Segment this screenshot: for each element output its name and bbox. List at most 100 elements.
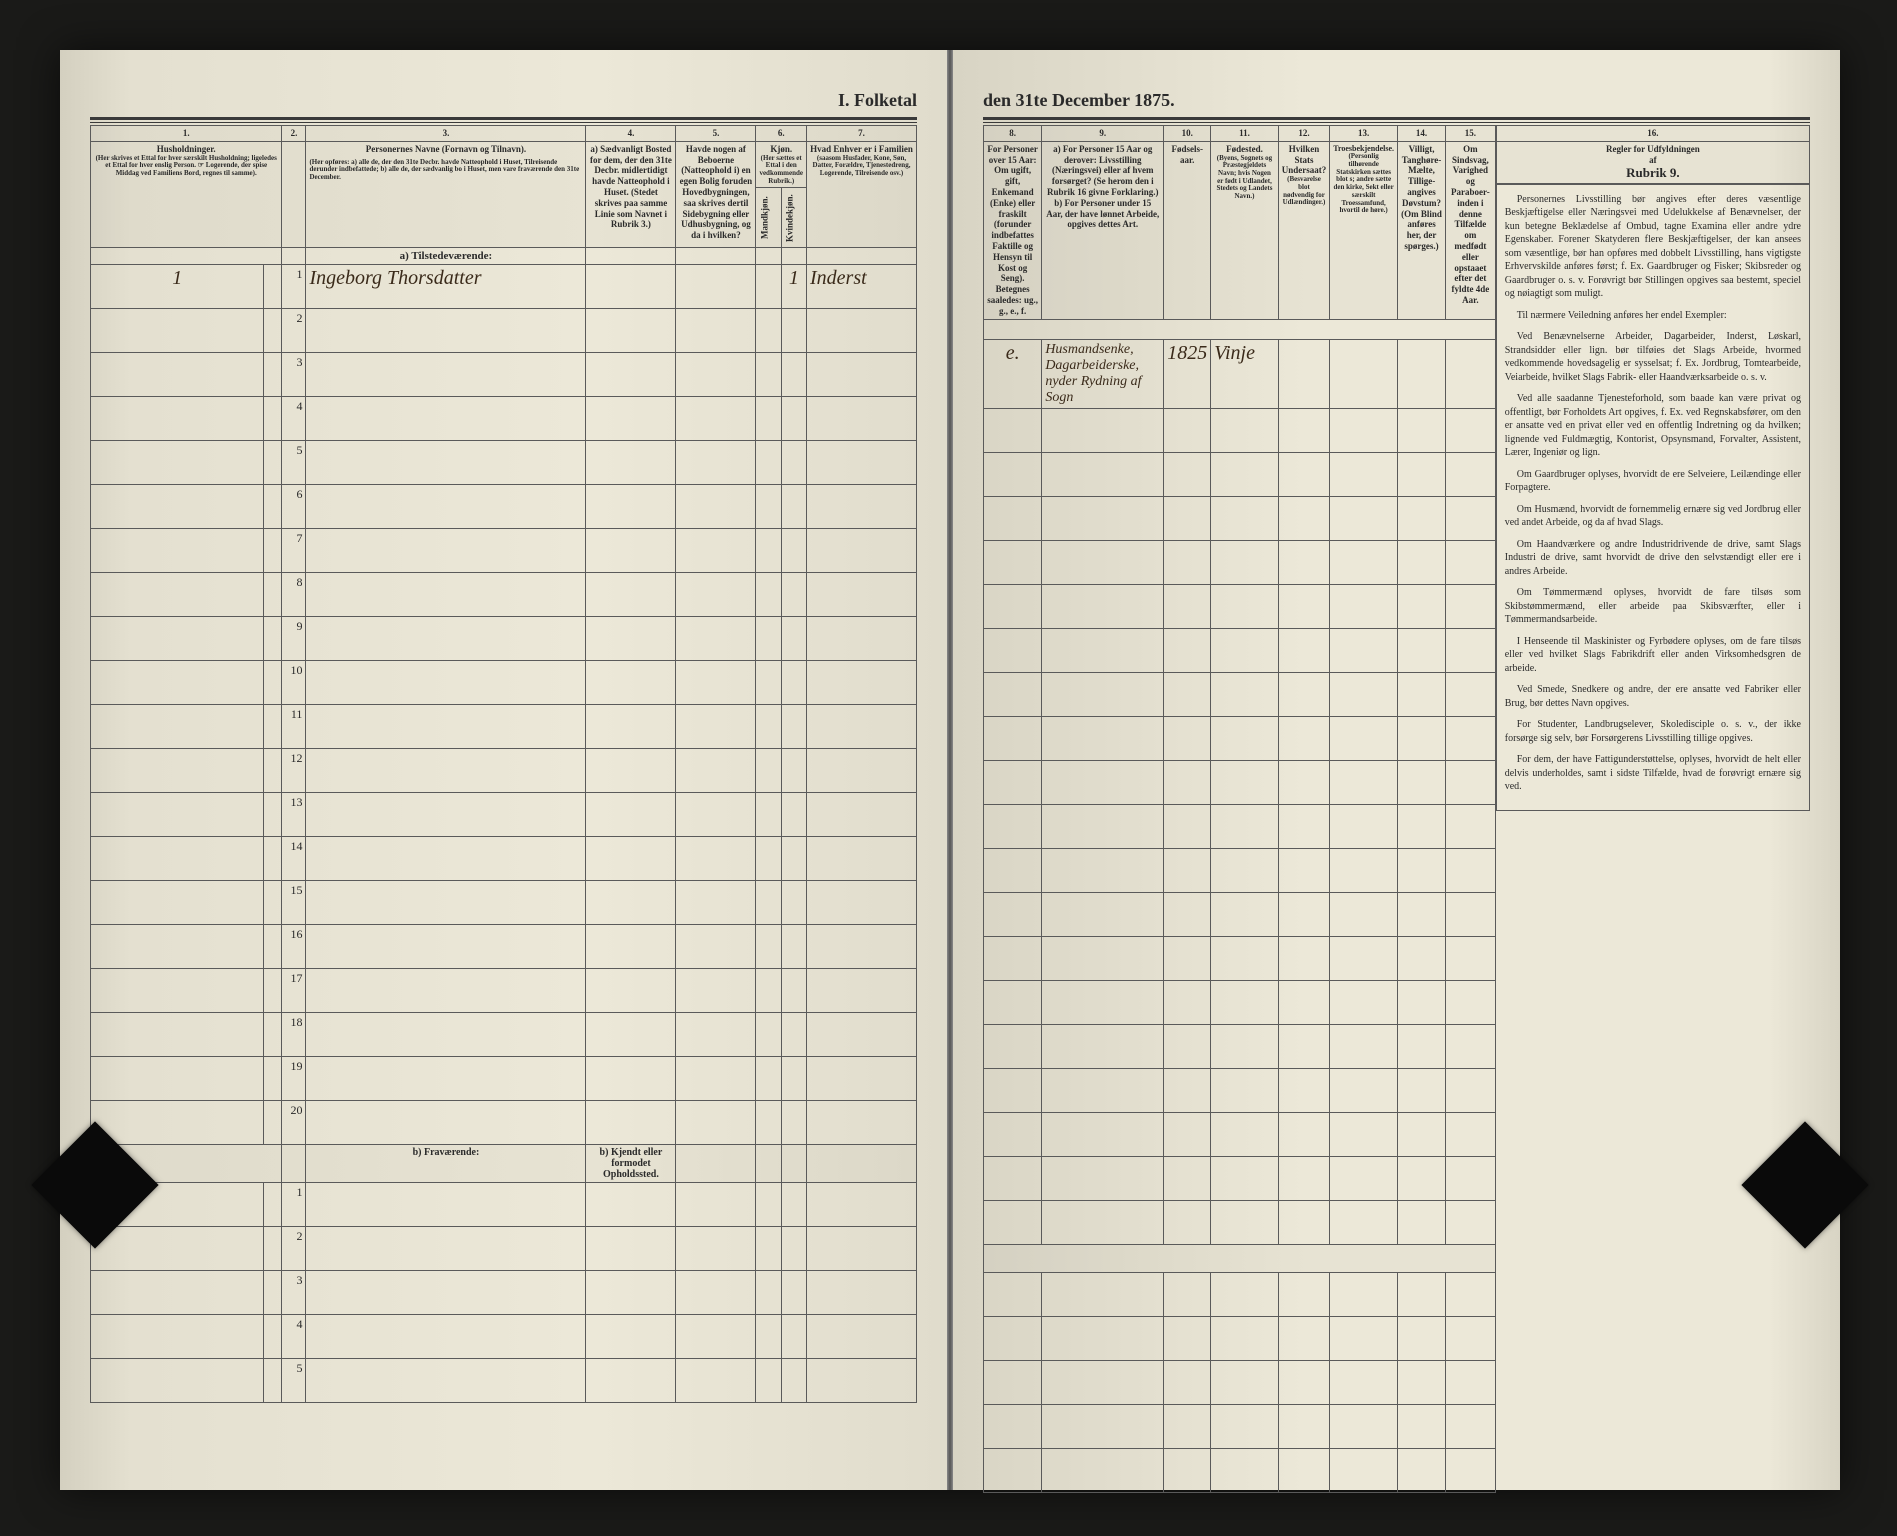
rubrik-paragraph: Om Gaardbruger oplyses, hvorvidt de ere … [1505, 468, 1801, 495]
col-num-12: 12. [1278, 126, 1330, 142]
col-num-2: 2. [282, 126, 306, 142]
rubrik-paragraph: Ved Benævnelserne Arbeider, Dagarbeider,… [1505, 330, 1801, 384]
col-num-4: 4. [586, 126, 676, 142]
cell-husholdning [91, 1101, 264, 1145]
cell-fodested: Vinje [1211, 339, 1279, 408]
cell-undersaat [1278, 936, 1330, 980]
cell-fodselsaar [1164, 936, 1211, 980]
cell-tro [1330, 408, 1398, 452]
cell-blank [264, 573, 282, 617]
cell-familie [807, 749, 917, 793]
cell-blank [264, 265, 282, 309]
col-num-7: 7. [807, 126, 917, 142]
rubrik-paragraph: For Studenter, Landbrugselever, Skoledis… [1505, 718, 1801, 745]
cell-kvinde [781, 837, 806, 881]
table-row-absent: 1 [91, 1183, 917, 1227]
col-header-14: Villigt, Tanghøre-Mælte, Tillige-angives… [1398, 141, 1446, 319]
cell-sidebyg [676, 1057, 756, 1101]
cell-bosted [586, 705, 676, 749]
rubrik-paragraph: Om Husmænd, hvorvidt de fornemmelig ernæ… [1505, 503, 1801, 530]
cell-familie [807, 793, 917, 837]
cell-name [306, 1013, 586, 1057]
cell-husholdning [91, 573, 264, 617]
cell-fodested [1211, 892, 1279, 936]
cell-kvinde [781, 1101, 806, 1145]
table-row [984, 1200, 1496, 1244]
cell-husholdning [91, 617, 264, 661]
cell-bosted [586, 793, 676, 837]
cell-fodselsaar [1164, 496, 1211, 540]
cell-15 [1446, 408, 1496, 452]
cell-blank [264, 529, 282, 573]
cell-undersaat [1278, 540, 1330, 584]
cell-husholdning [91, 485, 264, 529]
cell-14 [1398, 452, 1446, 496]
cell-undersaat [1278, 804, 1330, 848]
cell-tro [1330, 1112, 1398, 1156]
cell-name [306, 441, 586, 485]
col-num-15: 15. [1446, 126, 1496, 142]
table-row-absent [984, 1448, 1496, 1492]
cell-husholdning [91, 397, 264, 441]
cell-kvinde [781, 353, 806, 397]
cell-sidebyg [676, 309, 756, 353]
col-num-1: 1. [91, 126, 282, 142]
table-row [984, 672, 1496, 716]
cell-fodselsaar [1164, 452, 1211, 496]
cell-fodselsaar [1164, 848, 1211, 892]
table-row [984, 1024, 1496, 1068]
cell-familie [807, 573, 917, 617]
cell-bosted [586, 881, 676, 925]
cell-name [306, 925, 586, 969]
cell-kvinde [781, 705, 806, 749]
cell-bosted [586, 617, 676, 661]
cell-tro [1330, 496, 1398, 540]
cell-mand [756, 441, 781, 485]
cell-sidebyg [676, 265, 756, 309]
cell-familie [807, 925, 917, 969]
cell-civilstand: e. [984, 339, 1042, 408]
rubrik-paragraph: Personernes Livsstilling bør angives eft… [1505, 193, 1801, 301]
row-number: 20 [282, 1101, 306, 1145]
cell-fodested [1211, 1156, 1279, 1200]
cell-15 [1446, 540, 1496, 584]
cell-familie [807, 617, 917, 661]
cell-familie [807, 485, 917, 529]
table-row: 7 [91, 529, 917, 573]
cell-kvinde [781, 661, 806, 705]
cell-kvinde [781, 573, 806, 617]
cell-tro [1330, 716, 1398, 760]
cell-fodselsaar [1164, 1200, 1211, 1244]
cell-blank [264, 749, 282, 793]
cell-familie [807, 969, 917, 1013]
table-row: 6 [91, 485, 917, 529]
cell-tro [1330, 892, 1398, 936]
table-row: 4 [91, 397, 917, 441]
cell-civilstand [984, 892, 1042, 936]
rubrik-column: 16. Regler for Udfyldningen af Rubrik 9.… [1496, 125, 1810, 1493]
cell-husholdning [91, 353, 264, 397]
cell-bosted [586, 573, 676, 617]
cell-blank [264, 705, 282, 749]
header-rule [90, 117, 917, 123]
table-row [984, 408, 1496, 452]
cell-livsstilling [1042, 496, 1164, 540]
col-num-3: 3. [306, 126, 586, 142]
row-number: 4 [282, 1315, 306, 1359]
cell-blank [264, 617, 282, 661]
cell-undersaat [1278, 848, 1330, 892]
table-row [984, 628, 1496, 672]
cell-mand [756, 749, 781, 793]
table-row-absent: 4 [91, 1315, 917, 1359]
cell-civilstand [984, 1068, 1042, 1112]
cell-15 [1446, 848, 1496, 892]
cell-tro [1330, 584, 1398, 628]
row-number: 10 [282, 661, 306, 705]
cell-bosted [586, 485, 676, 529]
cell-sidebyg [676, 617, 756, 661]
table-row [984, 892, 1496, 936]
cell-15 [1446, 936, 1496, 980]
cell-husholdning [91, 925, 264, 969]
rubrik-body: Personernes Livsstilling bør angives eft… [1496, 184, 1810, 811]
cell-15 [1446, 672, 1496, 716]
